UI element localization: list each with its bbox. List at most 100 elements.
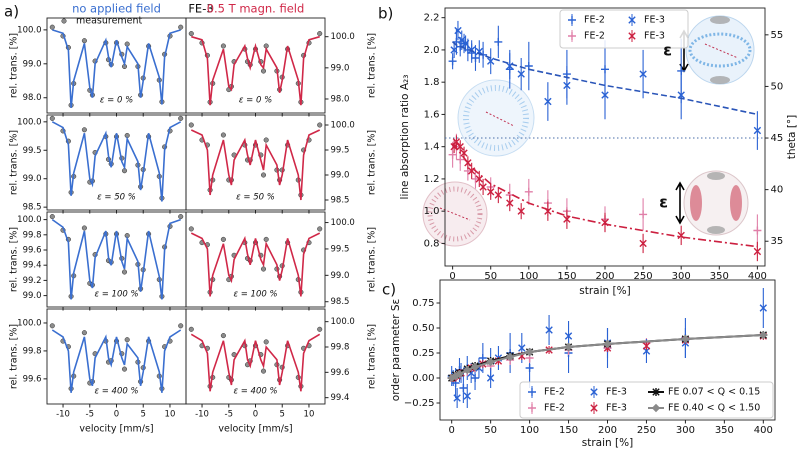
data-point	[639, 210, 648, 219]
measurement-point	[178, 24, 184, 30]
measurement-point	[49, 214, 55, 220]
data-point	[487, 57, 495, 65]
measurement-point	[81, 330, 87, 336]
data-point	[525, 347, 534, 357]
data-point	[459, 384, 468, 392]
y-axis-label: rel. trans. [%]	[367, 227, 378, 292]
inset-sphere	[457, 79, 535, 157]
fit-line	[51, 329, 182, 393]
inset-cap	[710, 76, 730, 84]
data-point	[505, 352, 515, 362]
inset-cap	[707, 172, 725, 180]
x-axis-label: strain [%]	[582, 437, 633, 449]
y-tick-label: 55	[771, 30, 784, 41]
data-point	[471, 54, 480, 62]
y-axis-label: rel. trans. [%]	[367, 324, 378, 389]
data-point	[753, 226, 762, 235]
data-point	[460, 149, 468, 157]
data-point	[603, 339, 612, 349]
x-tick-label: -5	[86, 410, 94, 420]
x-tick-label: -10	[195, 410, 209, 420]
data-point	[455, 369, 464, 379]
data-point	[486, 357, 495, 367]
y-tick-label: 1.4	[424, 142, 440, 153]
x-tick-label: 0	[114, 410, 119, 420]
x-axis-label: velocity [mm/s]	[79, 424, 153, 435]
measurement-point	[188, 31, 194, 37]
legend-marker	[652, 388, 660, 396]
x-tick-label: 10	[165, 410, 176, 420]
y-tick-label: 99.6	[23, 246, 42, 256]
data-point	[564, 332, 573, 340]
x-tick-label: 350	[715, 425, 734, 436]
measurement-point	[188, 326, 194, 332]
measurement-point	[260, 68, 267, 74]
x-tick-label: 200	[598, 425, 617, 436]
data-point	[494, 191, 502, 199]
legend-marker	[528, 388, 536, 396]
data-point	[450, 46, 458, 54]
y-tick-label: 99.6	[331, 368, 350, 378]
data-point	[753, 126, 762, 135]
y-tick-label: 1.8	[424, 77, 440, 88]
x-tick-label: 250	[637, 425, 656, 436]
legend-box	[519, 381, 774, 419]
fit-line	[52, 29, 181, 108]
strain-annotation: ε = 0 %	[100, 96, 133, 106]
y-tick-label: 98.0	[23, 93, 42, 103]
inset-axis	[704, 43, 739, 59]
y-axis-label: rel. trans. [%]	[9, 324, 20, 389]
x-tick-label: 5	[280, 410, 285, 420]
y-tick-label: 2.2	[424, 13, 440, 24]
measurement-point	[49, 115, 55, 121]
y-tick-label: 99.0	[331, 171, 350, 181]
legend-marker	[61, 18, 67, 24]
x-tick-label: 100	[519, 271, 538, 282]
data-point	[461, 39, 470, 48]
y-tick-label: 99.5	[23, 146, 42, 156]
y-tick-label: 100.0	[331, 32, 355, 42]
data-point	[518, 344, 526, 352]
y-tick-label: 98.0	[331, 94, 350, 104]
legend-marker	[590, 404, 598, 412]
y-tick-label: 99.0	[23, 174, 42, 184]
legend-label: FE-3	[606, 403, 627, 414]
strain-annotation: ε = 0 %	[239, 96, 272, 106]
y-tick-label: 98.5	[23, 203, 42, 213]
inset-cloud	[427, 186, 483, 242]
data-point	[517, 70, 525, 78]
x-tick-label: -5	[225, 410, 233, 420]
y-tick-label: 1.6	[424, 109, 440, 120]
data-point	[681, 334, 690, 344]
panel-label: b)	[378, 5, 393, 23]
fit-line	[190, 333, 321, 392]
measurement-point	[188, 226, 194, 232]
y-tick-label: 99.2	[23, 276, 42, 286]
legend-label: FE-2	[544, 403, 565, 414]
legend-marker	[590, 388, 598, 396]
data-point	[601, 91, 609, 99]
measurement-point	[220, 132, 226, 138]
data-point	[454, 26, 462, 35]
y-tick-label: 0.50	[412, 323, 434, 334]
measurement-point	[178, 115, 184, 121]
measurement-point	[317, 226, 323, 232]
measurement-point	[220, 43, 226, 49]
inset-cap	[730, 185, 742, 221]
x-tick-label: 50	[484, 271, 497, 282]
data-point	[487, 188, 495, 196]
strain-annotation: ε = 100 %	[233, 290, 277, 300]
y-axis-label: rel. trans. [%]	[367, 130, 378, 195]
fit-line	[51, 218, 181, 300]
legend-label: FE-2	[584, 31, 605, 42]
data-point	[456, 155, 465, 164]
y-tick-label: 100.0	[331, 218, 355, 228]
strain-arrow	[675, 181, 685, 225]
y-tick-label: −0.25	[404, 398, 435, 409]
data-point	[642, 342, 651, 350]
strain-annotation: ε = 100 %	[94, 290, 138, 300]
legend-label: FE-3	[644, 31, 665, 42]
data-point	[639, 70, 647, 78]
y-tick-label: 99.0	[331, 271, 350, 281]
